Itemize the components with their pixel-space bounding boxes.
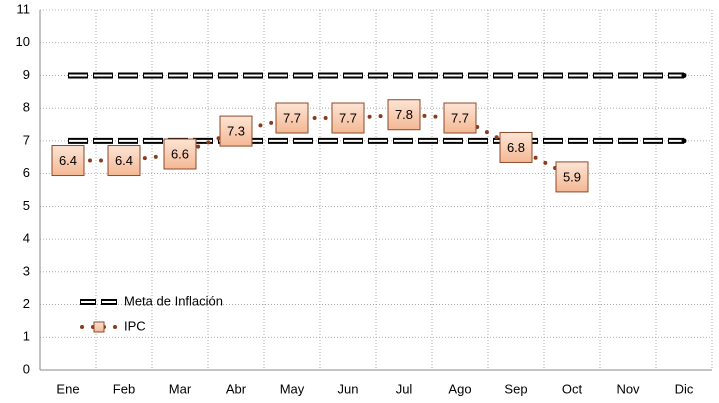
x-tick-label: May — [280, 381, 305, 396]
ipc-marker — [163, 138, 197, 170]
x-tick-label: Feb — [113, 381, 135, 396]
ipc-marker — [499, 131, 533, 163]
data-label: 7.7 — [451, 110, 469, 125]
y-tick-label: 6 — [23, 165, 30, 180]
legend-label: IPC — [124, 318, 146, 333]
data-label: 6.8 — [507, 140, 525, 155]
y-tick-label: 4 — [23, 231, 30, 246]
legend-swatch-box — [93, 321, 105, 333]
x-tick-label: Dic — [675, 381, 694, 396]
x-tick-label: Ago — [448, 381, 471, 396]
y-tick-label: 5 — [23, 198, 30, 213]
data-label: 6.4 — [115, 153, 133, 168]
ipc-marker — [275, 102, 309, 134]
y-tick-label: 11 — [17, 1, 31, 16]
target-end — [681, 138, 687, 144]
data-label: 7.7 — [283, 110, 301, 125]
data-label: 6.4 — [59, 153, 77, 168]
data-label: 5.9 — [563, 169, 581, 184]
y-tick-label: 1 — [23, 329, 30, 344]
y-tick-label: 9 — [23, 67, 30, 82]
x-tick-label: Jul — [396, 381, 413, 396]
ipc-marker — [443, 102, 477, 134]
legend-label: Meta de Inflación — [124, 293, 223, 308]
ipc-marker — [387, 99, 421, 131]
x-tick-label: Mar — [169, 381, 192, 396]
x-tick-label: Ene — [56, 381, 79, 396]
ipc-marker — [331, 102, 365, 134]
y-tick-label: 3 — [23, 263, 30, 278]
y-tick-label: 8 — [23, 100, 30, 115]
ipc-marker — [51, 145, 85, 177]
x-tick-label: Jun — [338, 381, 359, 396]
data-label: 7.8 — [395, 107, 413, 122]
ipc-marker — [219, 115, 253, 147]
y-tick-label: 10 — [16, 34, 30, 49]
x-tick-label: Abr — [226, 381, 247, 396]
ipc-line — [66, 112, 574, 179]
y-tick-label: 0 — [23, 361, 30, 376]
ipc-marker — [107, 145, 141, 177]
x-tick-label: Sep — [504, 381, 527, 396]
ipc-marker — [555, 161, 589, 193]
x-tick-label: Nov — [616, 381, 640, 396]
data-label: 7.7 — [339, 110, 357, 125]
target-end — [681, 72, 687, 78]
data-label: 6.6 — [171, 146, 189, 161]
y-tick-label: 7 — [23, 132, 30, 147]
x-tick-label: Oct — [562, 381, 583, 396]
y-tick-label: 2 — [23, 296, 30, 311]
data-label: 7.3 — [227, 124, 245, 139]
